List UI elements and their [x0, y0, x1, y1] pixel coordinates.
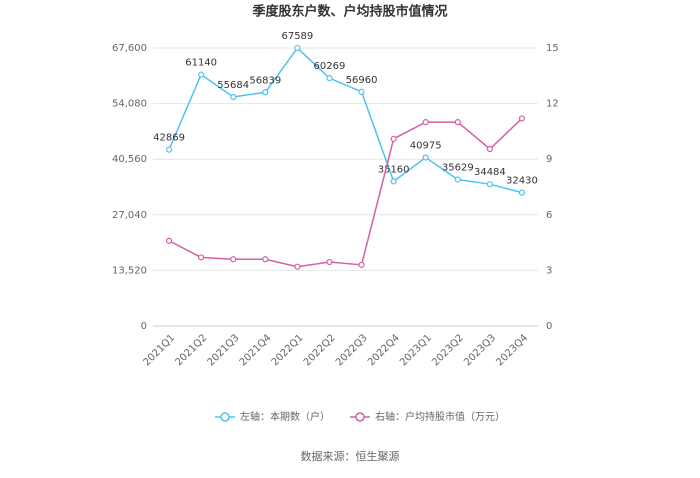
point: [390, 178, 397, 185]
data-label: 56839: [249, 75, 281, 86]
x-tick-label: 2022Q2: [302, 332, 338, 368]
point: [294, 44, 301, 52]
data-label: 60269: [314, 61, 346, 72]
y2-tick-label: 15: [546, 43, 559, 54]
y-tick-label: 0: [141, 321, 147, 332]
x-tick-label: 2023Q3: [462, 332, 498, 368]
point: [165, 237, 173, 244]
data-label: 67589: [281, 31, 313, 42]
point: [390, 135, 397, 142]
point: [230, 93, 237, 101]
source: 数据来源：恒生聚源: [301, 449, 400, 463]
y2-tick-label: 6: [546, 210, 552, 221]
x-tick-label: 2022Q1: [270, 332, 306, 368]
legend-label: 左轴：本期数（户）: [240, 410, 330, 423]
y2-tick-label: 9: [546, 154, 552, 165]
x-tick-label: 2021Q4: [238, 332, 274, 368]
point: [230, 256, 237, 263]
data-label: 56960: [346, 75, 378, 86]
point: [262, 256, 269, 263]
legend-label: 右轴：户均持股市值（万元）: [375, 410, 505, 423]
data-label: 34484: [474, 167, 506, 178]
y-tick-label: 67,600: [112, 43, 147, 54]
point: [486, 181, 493, 188]
point: [262, 89, 269, 96]
point: [454, 119, 461, 126]
data-label: 35160: [378, 164, 410, 175]
point: [486, 145, 493, 153]
point: [294, 263, 301, 270]
point: [518, 189, 526, 196]
data-label: 32430: [506, 176, 538, 187]
line: [168, 117, 523, 268]
point: [422, 119, 429, 126]
x-tick-label: 2022Q3: [334, 332, 370, 368]
x-tick-label: 2023Q2: [430, 332, 466, 368]
line: [168, 46, 523, 194]
x-tick-label: 2023Q1: [398, 332, 434, 368]
y2-tick-label: 0: [546, 321, 552, 332]
y-tick-label: 13,520: [112, 265, 147, 276]
point: [326, 258, 333, 266]
x-tick-label: 2021Q1: [141, 332, 177, 368]
x-tick-label: 2021Q2: [174, 332, 210, 368]
x-tick-label: 2022Q4: [366, 332, 402, 368]
legend-marker: [355, 412, 365, 422]
data-label: 55684: [217, 80, 249, 91]
point: [198, 254, 205, 261]
point: [422, 154, 429, 161]
x-tick-label: 2021Q3: [206, 332, 242, 368]
chart-title: 季度股东户数、户均持股市值情况: [251, 4, 447, 20]
data-label: 35629: [442, 162, 474, 173]
point: [358, 88, 365, 95]
data-label: 40975: [410, 140, 442, 151]
point: [518, 115, 526, 122]
point: [326, 75, 333, 82]
point: [198, 71, 205, 78]
x-tick-label: 2023Q4: [494, 332, 530, 368]
point: [165, 146, 173, 153]
y-tick-label: 27,040: [112, 210, 147, 221]
y2-tick-label: 3: [546, 265, 552, 276]
legend-marker: [220, 412, 230, 422]
point: [358, 261, 365, 268]
data-label: 61140: [185, 58, 217, 69]
y-tick-label: 40,560: [112, 154, 147, 165]
data-label: 42869: [153, 133, 185, 144]
y-tick-label: 54,080: [112, 99, 147, 110]
y2-tick-label: 12: [546, 99, 559, 110]
point: [454, 176, 461, 183]
